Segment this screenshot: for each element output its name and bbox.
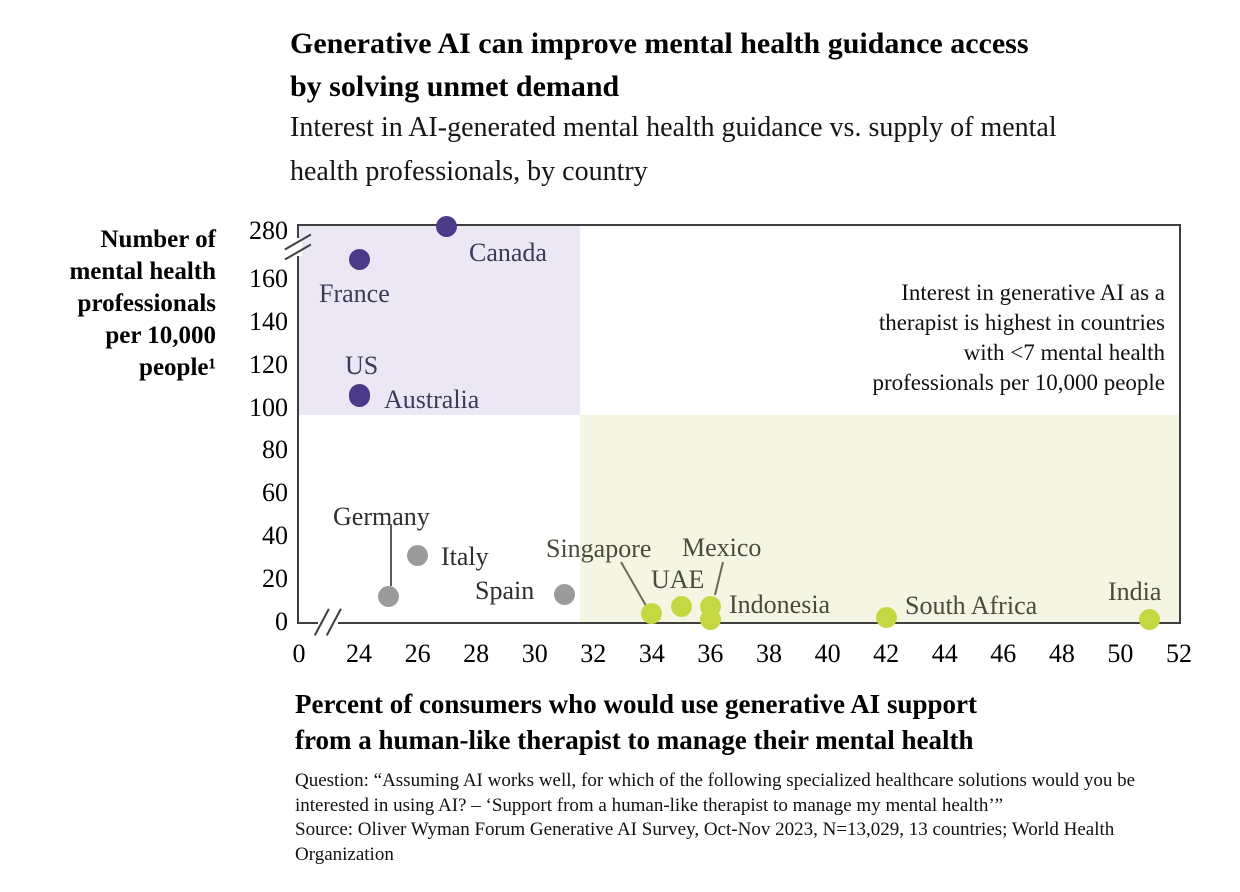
- y-axis-title-line: professionals: [77, 290, 216, 317]
- chart-subtitle: Interest in AI-generated mental health g…: [290, 106, 1057, 194]
- x-tick-50: 50: [1107, 639, 1134, 668]
- label-france: France: [319, 279, 390, 308]
- y-tick-60: 60: [262, 478, 288, 508]
- dot-south-africa: [875, 607, 897, 629]
- label-south-africa: South Africa: [905, 591, 1038, 620]
- x-axis-title-line2: from a human-like therapist to manage th…: [295, 725, 974, 755]
- x-tick-46: 46: [990, 639, 1017, 668]
- label-germany: Germany: [333, 502, 430, 531]
- footnote-source-line2: Organization: [295, 843, 394, 865]
- label-indonesia: Indonesia: [729, 590, 831, 619]
- y-tick-280: 280: [249, 215, 288, 245]
- y-tick-140: 140: [249, 306, 288, 336]
- x-axis-break-gap: [318, 620, 338, 628]
- y-axis-title-line: mental health: [69, 258, 216, 285]
- footnote-source-line1: Source: Oliver Wyman Forum Generative AI…: [295, 819, 1115, 840]
- x-tick-0: 0: [292, 639, 306, 668]
- x-tick-30: 30: [521, 639, 548, 668]
- plot-area: Interest in generative AI as a therapist…: [297, 216, 1181, 631]
- chart-subtitle-line2: health professionals, by country: [290, 156, 648, 187]
- dot-canada: [436, 216, 458, 238]
- chart-title-line2: by solving unmet demand: [290, 70, 620, 103]
- dot-spain: [553, 583, 575, 605]
- x-tick-48: 48: [1048, 639, 1075, 668]
- x-tick-24: 24: [346, 639, 372, 668]
- x-tick-26: 26: [404, 639, 431, 668]
- label-italy: Italy: [441, 542, 489, 571]
- low-supply-highlight-region: [580, 415, 1179, 622]
- y-tick-100: 100: [249, 392, 288, 422]
- label-us: US: [345, 351, 379, 380]
- footnote-question-line2: interested in using AI? – ‘Support from …: [295, 794, 1004, 816]
- x-tick-38: 38: [756, 639, 782, 668]
- chart-title: Generative AI can improve mental health …: [290, 22, 1029, 108]
- x-axis-title: Percent of consumers who would use gener…: [295, 686, 977, 758]
- label-spain: Spain: [475, 576, 535, 605]
- annotation-line: professionals per 10,000 people: [872, 370, 1165, 395]
- dot-indonesia: [699, 609, 721, 631]
- annotation: Interest in generative AI as a therapist…: [872, 278, 1165, 398]
- label-australia: Australia: [384, 385, 480, 414]
- footnote-question-line1: Question: “Assuming AI works well, for w…: [295, 770, 1136, 791]
- x-tick-40: 40: [814, 639, 841, 668]
- x-tick-52: 52: [1166, 639, 1192, 668]
- chart-title-line1: Generative AI can improve mental health …: [290, 27, 1029, 60]
- label-singapore: Singapore: [546, 534, 652, 563]
- y-tick-80: 80: [262, 435, 288, 465]
- dot-germany: [377, 585, 399, 607]
- x-tick-34: 34: [638, 639, 665, 668]
- dot-india: [1139, 609, 1161, 631]
- x-tick-42: 42: [873, 639, 900, 668]
- y-tick-160: 160: [249, 263, 288, 293]
- x-tick-36: 36: [697, 639, 724, 668]
- label-india: India: [1108, 577, 1162, 606]
- y-tick-0: 0: [275, 607, 288, 636]
- y-axis-title-line: people¹: [139, 354, 216, 381]
- dot-italy: [407, 545, 429, 567]
- label-uae: UAE: [651, 565, 705, 594]
- x-tick-44: 44: [931, 639, 958, 668]
- high-supply-highlight-region: [299, 226, 580, 415]
- chart-subtitle-line1: Interest in AI-generated mental health g…: [290, 112, 1057, 143]
- footnote: Question: “Assuming AI works well, for w…: [295, 769, 1135, 867]
- y-tick-120: 120: [249, 349, 288, 379]
- annotation-line: with <7 mental health: [963, 340, 1165, 365]
- y-tick-40: 40: [262, 521, 288, 551]
- dot-france: [348, 249, 370, 271]
- y-axis-title-line: Number of: [100, 226, 216, 253]
- annotation-line: Interest in generative AI as a: [901, 280, 1165, 305]
- y-axis-title: Number of mental health professionals pe…: [26, 224, 216, 384]
- y-tick-20: 20: [262, 564, 288, 594]
- annotation-line: therapist is highest in countries: [878, 310, 1165, 335]
- y-axis-break-gap: [295, 238, 302, 256]
- x-axis-title-line1: Percent of consumers who would use gener…: [295, 689, 977, 719]
- label-mexico: Mexico: [682, 533, 762, 562]
- x-tick-28: 28: [463, 639, 490, 668]
- y-axis-title-line: per 10,000: [105, 322, 216, 349]
- label-canada: Canada: [469, 238, 547, 267]
- dot-australia: [348, 386, 370, 408]
- dot-uae: [670, 596, 692, 618]
- x-tick-32: 32: [580, 639, 607, 668]
